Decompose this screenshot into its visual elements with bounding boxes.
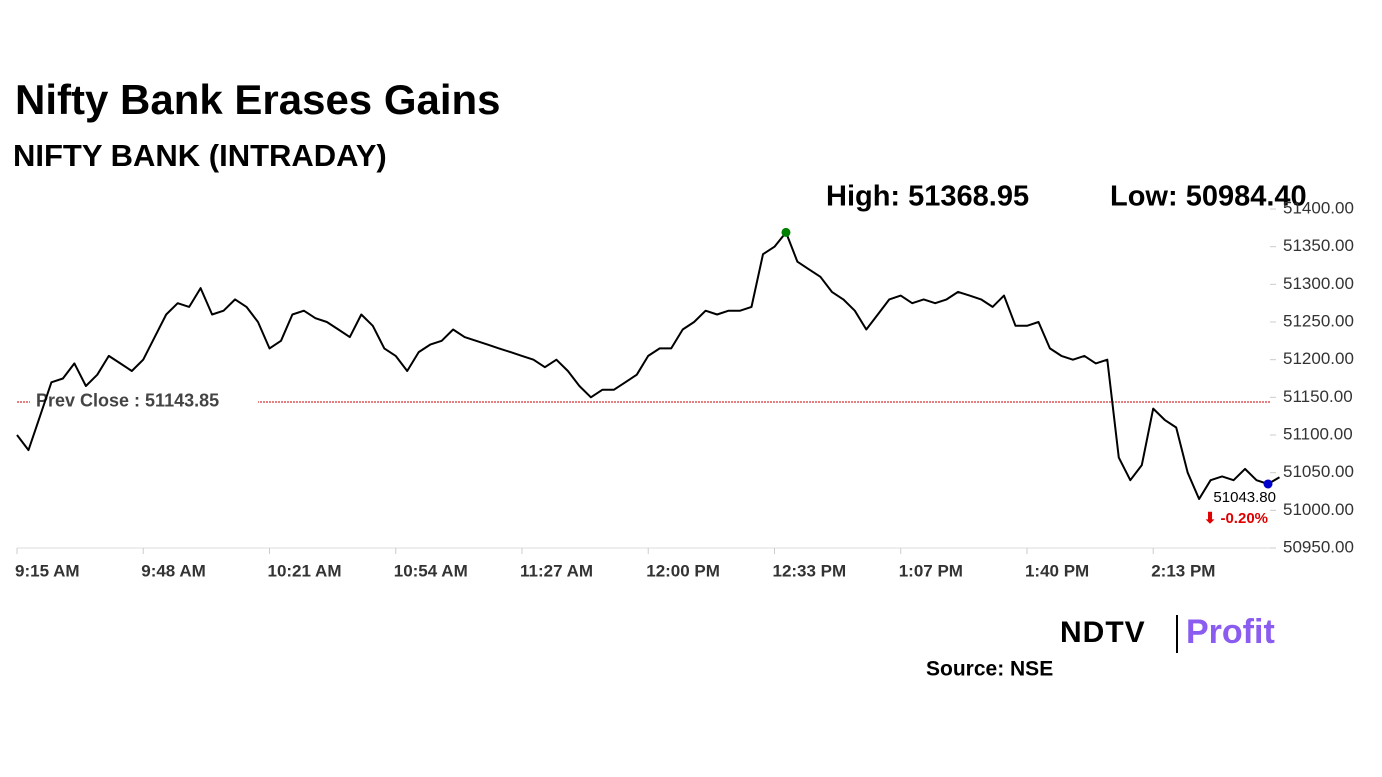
y-tick-label: 51100.00	[1283, 424, 1353, 443]
change-label: ⬇ -0.20%	[1204, 510, 1268, 527]
x-tick-label: 10:21 AM	[267, 561, 341, 580]
y-tick-label: 51300.00	[1283, 274, 1354, 293]
x-tick-label: 9:48 AM	[141, 561, 206, 580]
y-tick-label: 51000.00	[1283, 500, 1354, 519]
y-tick-label: 51200.00	[1283, 349, 1354, 368]
high-marker	[781, 227, 791, 237]
y-tick-label: 50950.00	[1283, 537, 1354, 556]
chart-subtitle: NIFTY BANK (INTRADAY)	[13, 138, 387, 173]
x-tick-label: 9:15 AM	[15, 561, 80, 580]
logo-profit: Profit	[1186, 613, 1275, 651]
prev-close-label: Prev Close : 51143.85	[36, 391, 219, 411]
prev-close-bg	[30, 390, 258, 413]
high-label: High: 51368.95	[826, 181, 1029, 213]
y-tick-label: 51150.00	[1283, 387, 1353, 406]
price-line	[16, 231, 1281, 500]
last-marker	[1263, 479, 1273, 489]
chart-title: Nifty Bank Erases Gains	[15, 76, 501, 123]
x-tick-label: 12:33 PM	[772, 561, 846, 580]
y-tick-label: 51050.00	[1283, 462, 1354, 481]
x-tick-label: 1:40 PM	[1025, 561, 1089, 580]
x-tick-label: 1:07 PM	[899, 561, 963, 580]
x-tick-label: 2:13 PM	[1151, 561, 1215, 580]
last-value-label: 51043.80	[1213, 489, 1276, 506]
x-tick-label: 12:00 PM	[646, 561, 720, 580]
y-tick-label: 51350.00	[1283, 236, 1354, 255]
y-tick-label: 51400.00	[1283, 198, 1354, 217]
low-label: Low: 50984.40	[1110, 181, 1307, 213]
x-tick-label: 11:27 AM	[520, 561, 593, 580]
x-tick-label: 10:54 AM	[394, 561, 468, 580]
source: Source: NSE	[926, 658, 1053, 681]
logo-ndtv: NDTV	[1060, 616, 1146, 649]
y-tick-label: 51250.00	[1283, 311, 1354, 330]
